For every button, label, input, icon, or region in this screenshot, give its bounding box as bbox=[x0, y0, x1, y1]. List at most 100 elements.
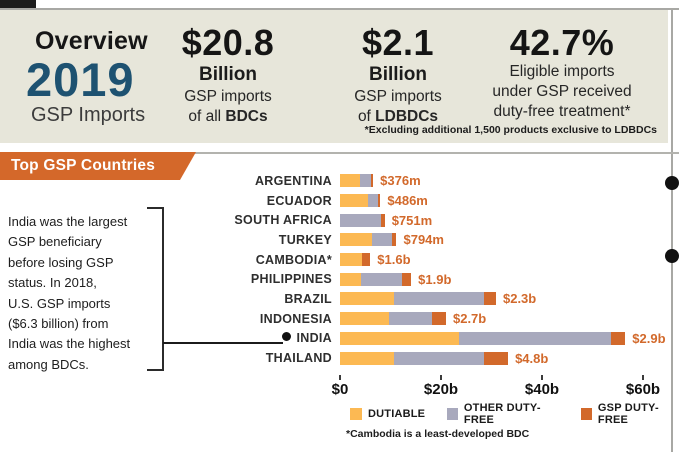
bar-segment-dutiable bbox=[340, 272, 362, 286]
stat-value: $20.8 bbox=[181, 22, 275, 63]
axis-tick-mark bbox=[541, 375, 543, 380]
edge-bullet-icon bbox=[665, 176, 679, 190]
chart-row: TURKEY $794m bbox=[173, 230, 673, 250]
legend-label: DUTIABLE bbox=[368, 408, 426, 420]
axis-tick-label: $0 bbox=[331, 381, 349, 398]
stat-unit: Billion bbox=[198, 63, 258, 85]
chart-legend: DUTIABLE OTHER DUTY-FREE GSP DUTY-FREE bbox=[350, 402, 679, 426]
country-label: TURKEY bbox=[278, 232, 332, 247]
banner-rule bbox=[170, 152, 679, 154]
edge-bullet-icon bbox=[665, 249, 679, 263]
bar-value-label: $1.9b bbox=[418, 271, 452, 287]
bar-segment-other-duty-free bbox=[459, 331, 611, 345]
bar-segment-dutiable bbox=[340, 233, 373, 247]
bar-value-label: $2.9b bbox=[632, 330, 666, 346]
bar-segment-other-duty-free bbox=[389, 312, 433, 326]
axis-tick-label: $40b bbox=[524, 381, 560, 398]
stat-unit: Billion bbox=[368, 63, 428, 85]
legend-label: GSP DUTY-FREE bbox=[597, 402, 659, 426]
bar-value-label: $2.7b bbox=[452, 311, 487, 327]
legend-item: GSP DUTY-FREE bbox=[581, 402, 679, 426]
bar-value-label: $4.8b bbox=[515, 350, 549, 366]
bar-segment-dutiable bbox=[340, 312, 389, 326]
legend-item: DUTIABLE bbox=[350, 408, 425, 420]
bar-value-label: $376m bbox=[380, 173, 421, 189]
stacked-bar bbox=[340, 312, 446, 326]
legend-swatch-icon bbox=[350, 408, 362, 420]
axis-tick-mark bbox=[440, 375, 442, 380]
legend-label: OTHER DUTY-FREE bbox=[463, 402, 541, 426]
stat-description-line: duty-free treatment* bbox=[493, 103, 631, 121]
country-label: ARGENTINA bbox=[254, 173, 332, 188]
bar-value-label: $751m bbox=[391, 212, 433, 228]
india-callout-text: India was the largest GSP beneficiary be… bbox=[8, 214, 131, 372]
legend-item: OTHER DUTY-FREE bbox=[447, 402, 559, 426]
stacked-bar bbox=[340, 351, 509, 365]
header-footnote: *Excluding additional 1,500 products exc… bbox=[364, 124, 657, 136]
country-label: THAILAND bbox=[265, 351, 332, 366]
country-label: PHILIPPINES bbox=[250, 272, 332, 287]
section-banner-label: Top GSP Countries bbox=[11, 157, 156, 174]
bar-segment-dutiable bbox=[340, 174, 361, 188]
x-axis: $0 $20b $40b $60b bbox=[332, 375, 660, 399]
axis-tick-label: $20b bbox=[423, 381, 459, 398]
bar-value-label: $486m bbox=[387, 193, 428, 209]
bar-segment-dutiable bbox=[340, 292, 394, 306]
legend-swatch-icon bbox=[447, 408, 458, 420]
country-label: BRAZIL bbox=[284, 291, 332, 306]
gsp-countries-bar-chart: ARGENTINA $376m ECUADOR $486m SOUTH AFRICA $7… bbox=[173, 171, 673, 368]
bar-value-label: $794m bbox=[403, 232, 444, 248]
stacked-bar bbox=[340, 292, 496, 306]
chart-row: THAILAND $4.8b bbox=[173, 348, 673, 368]
cambodia-footnote: *Cambodia is a least-developed BDC bbox=[346, 428, 530, 440]
bar-segment-gsp-duty-free bbox=[483, 351, 509, 365]
stacked-bar bbox=[340, 253, 371, 267]
bar-segment-gsp-duty-free bbox=[362, 253, 371, 267]
bar-value-label: $2.3b bbox=[502, 291, 537, 307]
section-banner: Top GSP Countries bbox=[0, 152, 196, 180]
bar-segment-dutiable bbox=[340, 194, 368, 208]
chart-row: ARGENTINA $376m bbox=[173, 171, 673, 191]
header-panel: Overview 2019 GSP Imports $20.8 Billion GS… bbox=[0, 10, 668, 143]
stacked-bar bbox=[340, 194, 381, 208]
report-brand: Overview 2019 GSP Imports bbox=[26, 27, 166, 127]
stat-description-line: under GSP received bbox=[492, 82, 632, 100]
bar-segment-other-duty-free bbox=[394, 351, 484, 365]
callout-bullet-icon bbox=[282, 332, 292, 342]
brand-year: 2019 bbox=[26, 53, 135, 106]
country-label: INDONESIA bbox=[259, 311, 332, 326]
chart-row: PHILIPPINES $1.9b bbox=[173, 269, 673, 289]
bar-segment-gsp-duty-free bbox=[484, 292, 496, 306]
chart-row: ECUADOR $486m bbox=[173, 191, 673, 211]
brand-overview-label: Overview bbox=[35, 27, 148, 55]
bar-segment-gsp-duty-free bbox=[432, 312, 446, 326]
stat-value: $2.1 bbox=[361, 22, 435, 63]
brand-subtitle: GSP Imports bbox=[31, 104, 146, 126]
callout-connector-line bbox=[163, 342, 283, 344]
bar-segment-gsp-duty-free bbox=[610, 331, 626, 345]
bar-segment-gsp-duty-free bbox=[371, 174, 374, 188]
bar-segment-gsp-duty-free bbox=[377, 194, 381, 208]
stat-description-line: Eligible imports bbox=[509, 62, 615, 80]
bar-segment-other-duty-free bbox=[361, 272, 402, 286]
stat-description-line: GSP imports bbox=[354, 87, 442, 105]
stacked-bar bbox=[340, 233, 397, 247]
chart-row: INDONESIA $2.7b bbox=[173, 309, 673, 329]
bar-segment-dutiable bbox=[340, 351, 394, 365]
bar-segment-dutiable bbox=[340, 331, 460, 345]
axis-tick-mark bbox=[339, 375, 341, 380]
bar-value-label: $1.6b bbox=[377, 252, 411, 268]
callout-bracket bbox=[147, 207, 164, 371]
country-label: ECUADOR bbox=[266, 193, 332, 208]
stat-value: 42.7% bbox=[509, 22, 615, 63]
chart-rows: ARGENTINA $376m ECUADOR $486m SOUTH AFRICA $7… bbox=[173, 171, 673, 368]
country-label: CAMBODIA* bbox=[255, 252, 332, 267]
bar-segment-gsp-duty-free bbox=[380, 213, 385, 227]
page-right-border bbox=[671, 8, 673, 452]
stacked-bar bbox=[340, 213, 385, 227]
stat-block: $20.8 Billion GSP imports of all BDCs bbox=[158, 24, 298, 127]
stat-block: $2.1 Billion GSP imports of LDBDCs bbox=[328, 24, 468, 127]
bar-segment-other-duty-free bbox=[372, 233, 393, 247]
chart-row: BRAZIL $2.3b bbox=[173, 289, 673, 309]
bar-segment-dutiable bbox=[340, 253, 363, 267]
